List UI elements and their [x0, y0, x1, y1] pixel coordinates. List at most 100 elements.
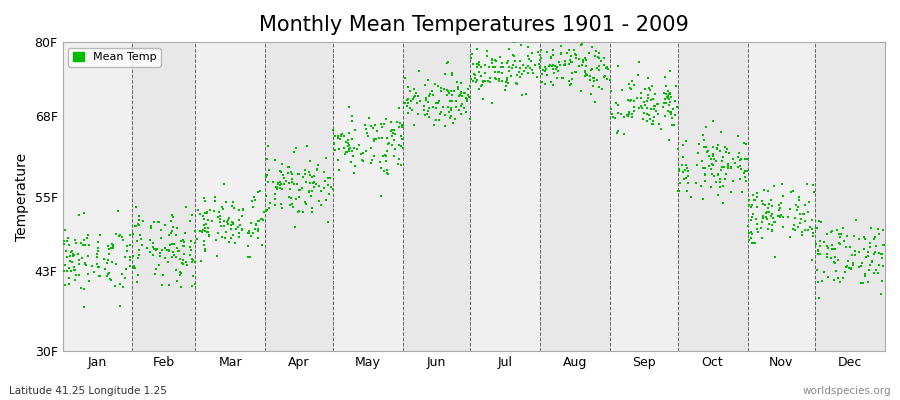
Point	[562, 47, 576, 53]
Point	[811, 248, 825, 254]
Point	[810, 266, 824, 273]
Point	[706, 150, 721, 157]
Point	[664, 109, 679, 116]
Point	[81, 253, 95, 259]
Point	[754, 225, 769, 231]
Point	[274, 169, 288, 176]
Point	[698, 165, 713, 171]
Point	[680, 165, 694, 172]
Point	[472, 69, 486, 76]
Point	[533, 65, 547, 71]
Point	[334, 132, 348, 138]
Point	[760, 225, 775, 232]
Point	[155, 282, 169, 288]
Point	[452, 93, 466, 99]
Point	[643, 116, 657, 122]
Point	[808, 241, 823, 247]
Point	[875, 251, 889, 258]
Point	[214, 234, 229, 240]
Point	[564, 70, 579, 76]
Point	[106, 243, 121, 249]
Point	[134, 235, 148, 242]
Point	[400, 103, 414, 109]
Point	[846, 262, 860, 268]
Point	[128, 223, 142, 230]
Point	[200, 210, 214, 216]
Point	[165, 254, 179, 260]
Point	[90, 260, 104, 267]
Point	[652, 121, 667, 127]
Point	[827, 259, 842, 265]
Point	[470, 76, 484, 83]
Point	[689, 162, 704, 168]
Point	[590, 76, 604, 83]
Point	[166, 252, 181, 258]
Point	[255, 242, 269, 248]
Point	[231, 234, 246, 240]
Point	[305, 209, 320, 216]
Point	[342, 145, 356, 151]
Point	[662, 90, 676, 97]
Point	[213, 223, 228, 230]
Point	[637, 86, 652, 92]
Point	[356, 158, 370, 164]
Point	[208, 198, 222, 204]
Point	[177, 243, 192, 249]
Point	[209, 236, 223, 243]
Point	[285, 171, 300, 177]
Point	[463, 116, 477, 122]
Point	[500, 74, 514, 81]
Point	[639, 111, 653, 118]
Point	[805, 217, 819, 223]
Point	[170, 225, 184, 232]
Point	[660, 94, 674, 100]
Point	[299, 201, 313, 208]
Point	[291, 208, 305, 215]
Point	[302, 188, 316, 195]
Point	[255, 216, 269, 223]
Point	[190, 236, 204, 242]
Point	[364, 123, 379, 129]
Point	[546, 66, 561, 73]
Point	[359, 148, 374, 155]
Point	[342, 130, 356, 136]
Point	[307, 184, 321, 190]
Point	[484, 57, 499, 64]
Point	[326, 186, 340, 192]
Point	[854, 280, 868, 286]
Point	[281, 170, 295, 177]
Point	[811, 247, 825, 254]
Point	[868, 248, 883, 255]
Point	[72, 212, 86, 218]
Point	[774, 180, 788, 187]
Point	[176, 260, 191, 267]
Point	[310, 166, 325, 172]
Point	[262, 205, 276, 211]
Point	[677, 176, 691, 182]
Point	[492, 78, 507, 85]
Point	[395, 122, 410, 128]
Point	[333, 136, 347, 142]
Point	[328, 147, 342, 153]
Point	[464, 83, 478, 89]
Point	[454, 103, 468, 110]
Point	[80, 235, 94, 242]
Point	[558, 62, 572, 68]
Point	[148, 247, 163, 253]
Point	[457, 90, 472, 96]
Point	[419, 97, 434, 103]
Point	[567, 47, 581, 53]
Point	[444, 87, 458, 94]
Point	[580, 72, 595, 79]
Point	[166, 249, 181, 255]
Point	[106, 245, 121, 251]
Point	[715, 158, 729, 165]
Point	[382, 140, 396, 146]
Point	[385, 133, 400, 140]
Point	[590, 65, 605, 72]
Point	[245, 198, 259, 204]
Point	[706, 156, 721, 163]
Point	[872, 261, 886, 268]
Point	[217, 223, 231, 229]
Point	[62, 242, 77, 248]
